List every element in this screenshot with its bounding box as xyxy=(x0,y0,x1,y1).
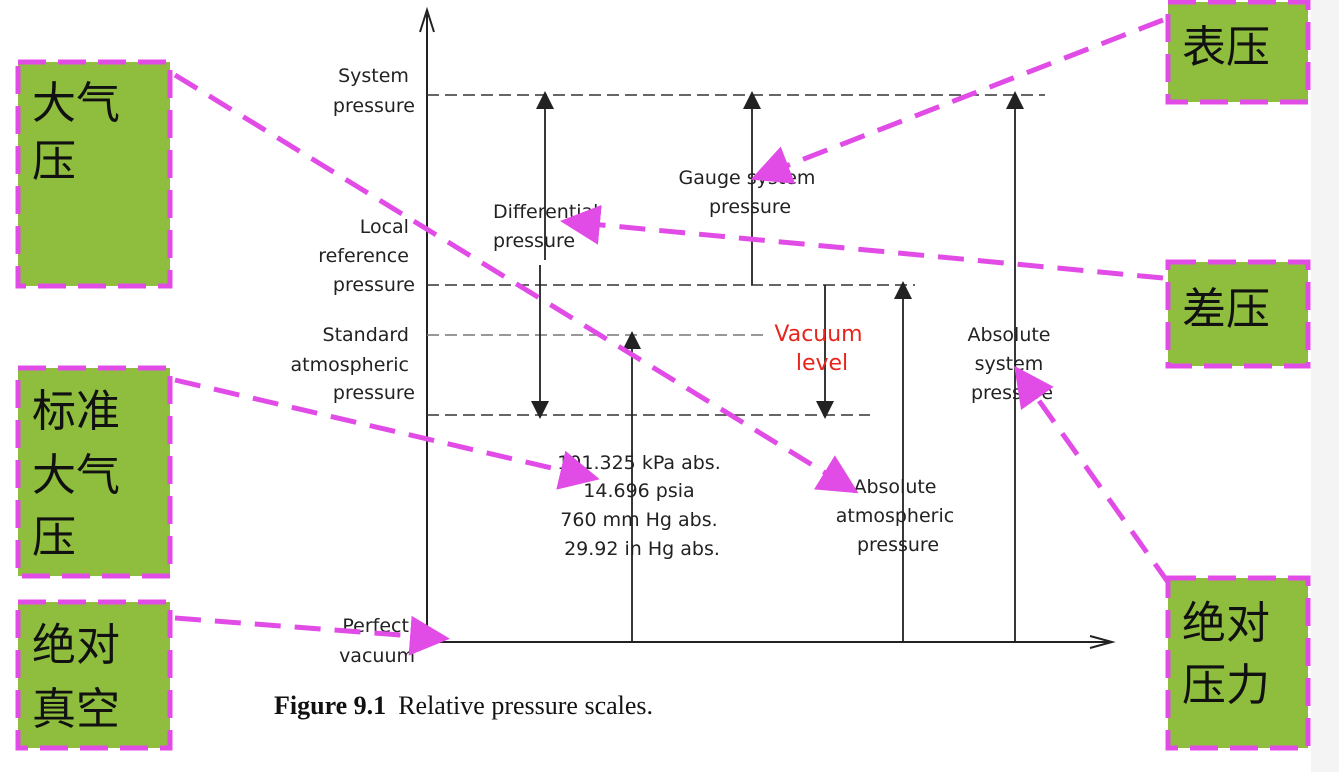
label-local-reference: Local reference pressure xyxy=(318,216,415,296)
svg-text:大气 压: 大气 压 xyxy=(32,78,134,187)
svg-text:差压: 差压 xyxy=(1182,284,1270,335)
label-differential-pressure: Differential pressure xyxy=(493,201,605,252)
arrow-gauge xyxy=(750,17,1164,184)
svg-text:绝对 真空: 绝对 真空 xyxy=(32,620,134,735)
arrow-atmospheric xyxy=(173,72,859,494)
right-edge-strip xyxy=(1311,0,1339,772)
label-absolute-atmospheric-pressure: Absolute atmospheric pressure xyxy=(836,476,961,556)
box-gauge: 表压 xyxy=(1165,0,1311,105)
label-system-pressure: System pressure xyxy=(333,65,415,117)
y-axis-arrowhead xyxy=(419,6,435,33)
arrow-differential xyxy=(560,204,1164,281)
box-vacuum: 绝对 真空 xyxy=(15,599,173,751)
standard-values: 101.325 kPa abs. 14.696 psia 760 mm Hg a… xyxy=(557,452,727,560)
label-perfect-vacuum: Perfect vacuum xyxy=(339,615,415,667)
box-differential: 差压 xyxy=(1165,259,1311,369)
svg-text:绝对 压力: 绝对 压力 xyxy=(1182,598,1284,711)
box-atmospheric: 大气 压 xyxy=(15,59,173,289)
label-standard-atmospheric: Standard atmospheric pressure xyxy=(291,324,416,404)
label-gauge-system-pressure: Gauge system pressure xyxy=(679,167,822,218)
arrow-absolute xyxy=(1014,365,1173,587)
box-absolute: 绝对 压力 xyxy=(1165,575,1311,751)
svg-text:表压: 表压 xyxy=(1182,22,1270,73)
box-standard: 标准 大气 压 xyxy=(15,365,173,579)
label-vacuum-level: Vacuum level xyxy=(774,322,869,376)
figure-caption: Figure 9.1 Relative pressure scales. xyxy=(274,691,653,720)
x-axis-arrowhead xyxy=(1089,635,1116,649)
arrow-standard xyxy=(174,377,600,490)
svg-text:标准 大气 压: 标准 大气 压 xyxy=(32,386,134,563)
label-absolute-system-pressure: Absolute system pressure xyxy=(967,324,1056,404)
arrow-vacuum xyxy=(174,615,450,656)
